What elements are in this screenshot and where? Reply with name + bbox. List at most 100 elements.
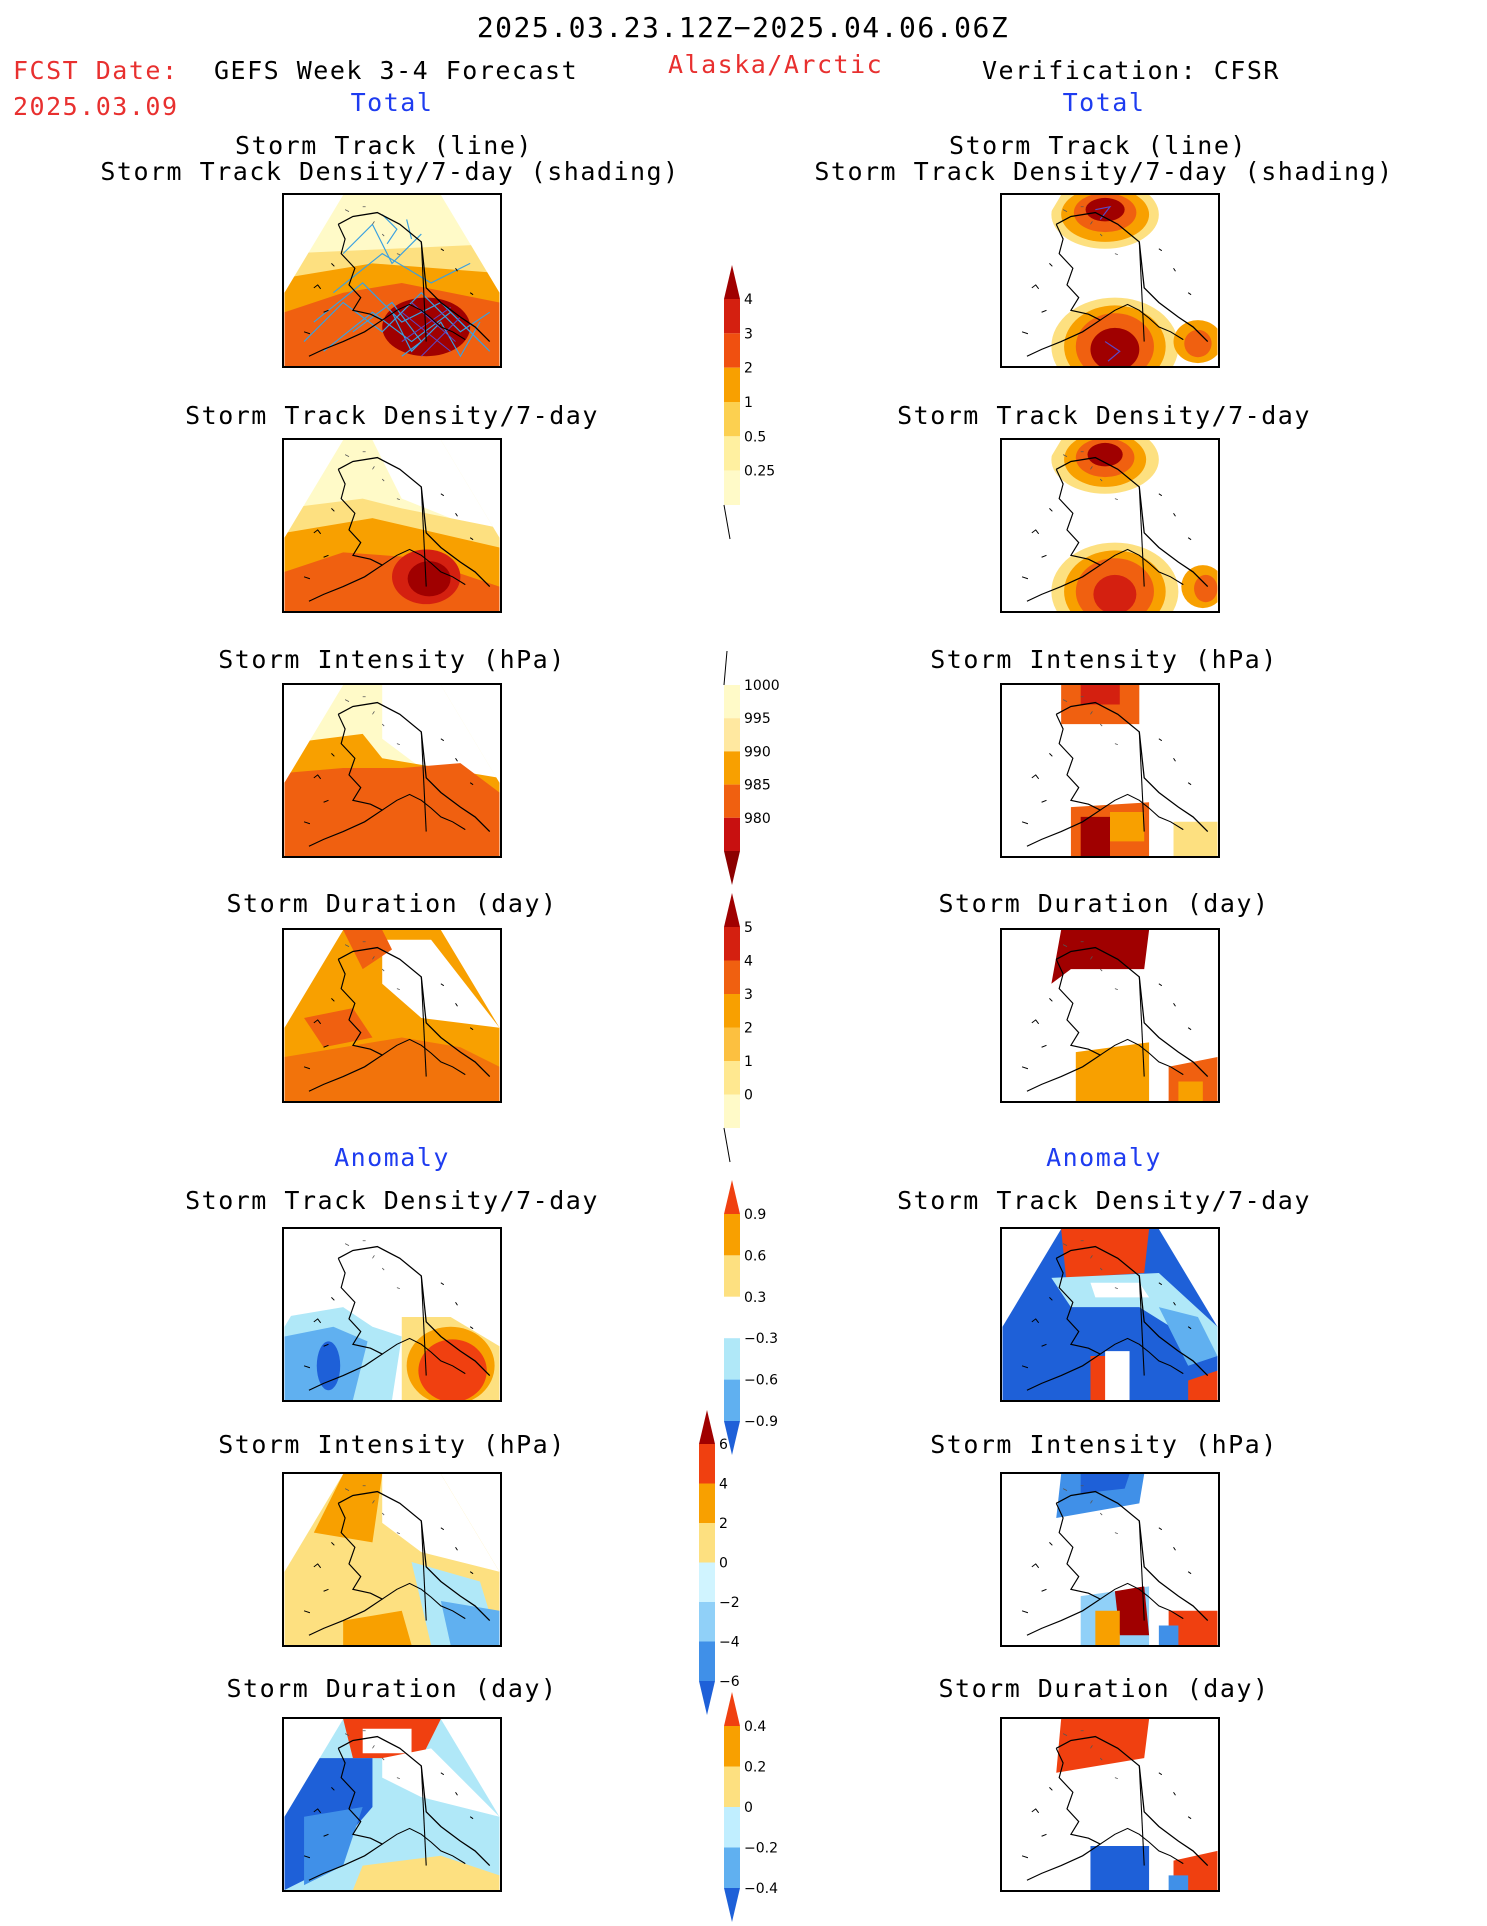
colorbar-anom-intensity: 6 4 2 0 −2 −4 −6 <box>695 1410 795 1715</box>
intensity-colorbar-segment <box>724 751 740 785</box>
anom_intensity-colorbar-label: 6 <box>719 1437 728 1453</box>
anom_density-colorbar-segment <box>724 1338 740 1380</box>
anom_duration-colorbar-label: 0.2 <box>744 1760 766 1776</box>
left-anomaly-label: Anomaly <box>334 1143 450 1172</box>
intensity-colorbar-segment <box>724 685 740 719</box>
intensity-colorbar-segment <box>724 817 740 851</box>
anom_intensity-colorbar-bottom-arrow <box>699 1681 715 1715</box>
duration-colorbar-label: 1 <box>744 1054 753 1070</box>
density-colorbar-segment <box>724 367 740 402</box>
left-p5-title: Storm Track Density/7-day <box>185 1186 599 1215</box>
intensity-colorbar-bottom-arrow <box>724 851 740 885</box>
right-subtitle-total: Total <box>1062 88 1146 117</box>
left-p1-title-b: Storm Track Density/7-day (shading) <box>100 157 680 186</box>
density-colorbar-label: 3 <box>744 326 753 342</box>
anom_duration-colorbar-segment <box>724 1807 740 1848</box>
right-p3-title: Storm Intensity (hPa) <box>930 645 1278 674</box>
fcst-date-label: FCST Date: <box>13 56 179 85</box>
duration-colorbar-segment <box>724 1027 740 1061</box>
duration-colorbar-segment <box>724 927 740 961</box>
anom_intensity-colorbar-segment <box>699 1483 715 1523</box>
anom_density-colorbar-label: 0.6 <box>744 1248 766 1264</box>
region-label: Alaska/Arctic <box>668 50 884 79</box>
anom_density-colorbar-segment <box>724 1255 740 1297</box>
anom_duration-colorbar-label: −0.2 <box>744 1841 778 1857</box>
colorbar-intensity: 1000 995 990 985 980 <box>720 645 820 885</box>
left-p7-title: Storm Duration (day) <box>226 1674 558 1703</box>
map-right-track-density <box>1000 438 1220 613</box>
anom_density-colorbar-label: 0.3 <box>744 1290 766 1306</box>
anom_intensity-colorbar-label: −6 <box>719 1674 740 1690</box>
anom_density-colorbar-label: −0.9 <box>744 1414 778 1430</box>
map-right-intensity <box>1000 683 1220 858</box>
right-p7-title: Storm Duration (day) <box>938 1674 1270 1703</box>
density-colorbar-label: 2 <box>744 361 753 377</box>
intensity-colorbar-label: 985 <box>744 778 771 794</box>
anom_intensity-colorbar-label: 0 <box>719 1556 728 1572</box>
left-p1-title-a: Storm Track (line) <box>235 131 533 160</box>
duration-colorbar-label: 0 <box>744 1088 753 1104</box>
right-p1-title-b: Storm Track Density/7-day (shading) <box>814 157 1394 186</box>
left-p6-title: Storm Intensity (hPa) <box>218 1430 566 1459</box>
duration-colorbar-label: 5 <box>744 920 753 936</box>
duration-colorbar-segment <box>724 960 740 994</box>
anom_duration-colorbar-label: 0.4 <box>744 1719 766 1735</box>
density-colorbar-label: 0.5 <box>744 429 766 445</box>
anom_intensity-colorbar-segment <box>699 1562 715 1602</box>
duration-colorbar-segment <box>724 1094 740 1128</box>
anom_density-colorbar-label: −0.3 <box>744 1331 778 1347</box>
forecast-title: GEFS Week 3-4 Forecast <box>214 56 579 85</box>
duration-colorbar-bottom-tail <box>723 1127 731 1163</box>
anom_intensity-colorbar-segment <box>699 1641 715 1681</box>
left-subtitle-total: Total <box>350 88 434 117</box>
colorbar-anom-duration: 0.4 0.2 0 −0.2 −0.4 <box>720 1692 820 1922</box>
right-p4-title: Storm Duration (day) <box>938 889 1270 918</box>
map-right-storm-track <box>1000 193 1220 368</box>
map-left-anom-intensity <box>282 1472 502 1647</box>
colorbar-duration: 5 4 3 2 1 0 <box>720 893 820 1168</box>
intensity-colorbar-top-tail <box>723 650 728 686</box>
anom_duration-colorbar-segment <box>724 1726 740 1767</box>
anom_density-colorbar-label: 0.9 <box>744 1207 766 1223</box>
right-anomaly-label: Anomaly <box>1046 1143 1162 1172</box>
density-colorbar-label: 1 <box>744 395 753 411</box>
map-right-anom-intensity <box>1000 1472 1220 1647</box>
intensity-colorbar-segment <box>724 718 740 752</box>
map-left-storm-track <box>282 193 502 368</box>
colorbar-density: 4 3 2 1 0.5 0.25 <box>720 265 820 545</box>
anom_intensity-colorbar-label: 2 <box>719 1516 728 1532</box>
date-range-title: 2025.03.23.12Z−2025.04.06.06Z <box>476 11 1010 44</box>
anom_intensity-colorbar-label: −2 <box>719 1595 740 1611</box>
anom_duration-colorbar-segment <box>724 1847 740 1888</box>
anom_duration-colorbar-label: −0.4 <box>744 1881 778 1897</box>
right-p1-title-a: Storm Track (line) <box>949 131 1247 160</box>
anom_intensity-colorbar-top-arrow <box>699 1410 715 1444</box>
right-p6-title: Storm Intensity (hPa) <box>930 1430 1278 1459</box>
anom_density-colorbar-bottom-arrow <box>724 1421 740 1455</box>
density-colorbar-segment <box>724 436 740 471</box>
anom_duration-colorbar-bottom-arrow <box>724 1888 740 1922</box>
density-colorbar-label: 4 <box>744 292 753 308</box>
intensity-colorbar-label: 1000 <box>744 678 780 694</box>
anom_density-colorbar-label: −0.6 <box>744 1373 778 1389</box>
duration-colorbar-label: 2 <box>744 1021 753 1037</box>
duration-colorbar-label: 3 <box>744 987 753 1003</box>
duration-colorbar-label: 4 <box>744 954 753 970</box>
anom_intensity-colorbar-segment <box>699 1444 715 1484</box>
right-p5-title: Storm Track Density/7-day <box>897 1186 1311 1215</box>
right-p2-title: Storm Track Density/7-day <box>897 401 1311 430</box>
fcst-date-value: 2025.03.09 <box>13 92 179 121</box>
map-left-anom-duration <box>282 1717 502 1892</box>
intensity-colorbar-segment <box>724 784 740 818</box>
map-right-anom-density <box>1000 1227 1220 1402</box>
anom_intensity-colorbar-label: 4 <box>719 1477 728 1493</box>
intensity-colorbar-label: 980 <box>744 811 771 827</box>
density-colorbar-label: 0.25 <box>744 464 775 480</box>
anom_intensity-colorbar-label: −4 <box>719 1635 740 1651</box>
map-left-anom-density <box>282 1227 502 1402</box>
colorbar-anom-density: 0.9 0.6 0.3 −0.3 −0.6 −0.9 <box>720 1180 820 1455</box>
left-p4-title: Storm Duration (day) <box>226 889 558 918</box>
verification-label: Verification: CFSR <box>982 56 1280 85</box>
anom_density-colorbar-segment <box>724 1214 740 1256</box>
left-p2-title: Storm Track Density/7-day <box>185 401 599 430</box>
